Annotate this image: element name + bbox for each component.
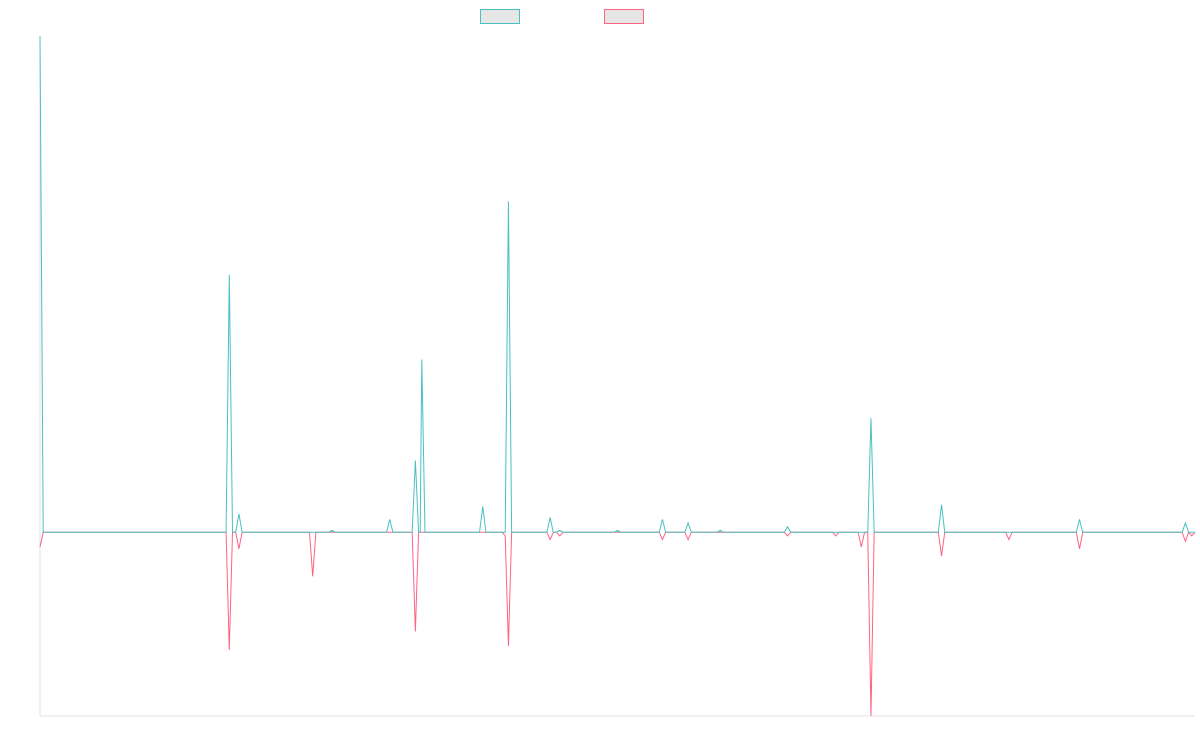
legend-swatch-series-b[interactable] — [604, 9, 644, 24]
series-line-b[interactable] — [39, 531, 1196, 717]
legend-swatch-series-a[interactable] — [480, 9, 520, 24]
series-line-a[interactable] — [39, 35, 1195, 533]
legend — [0, 9, 1200, 27]
